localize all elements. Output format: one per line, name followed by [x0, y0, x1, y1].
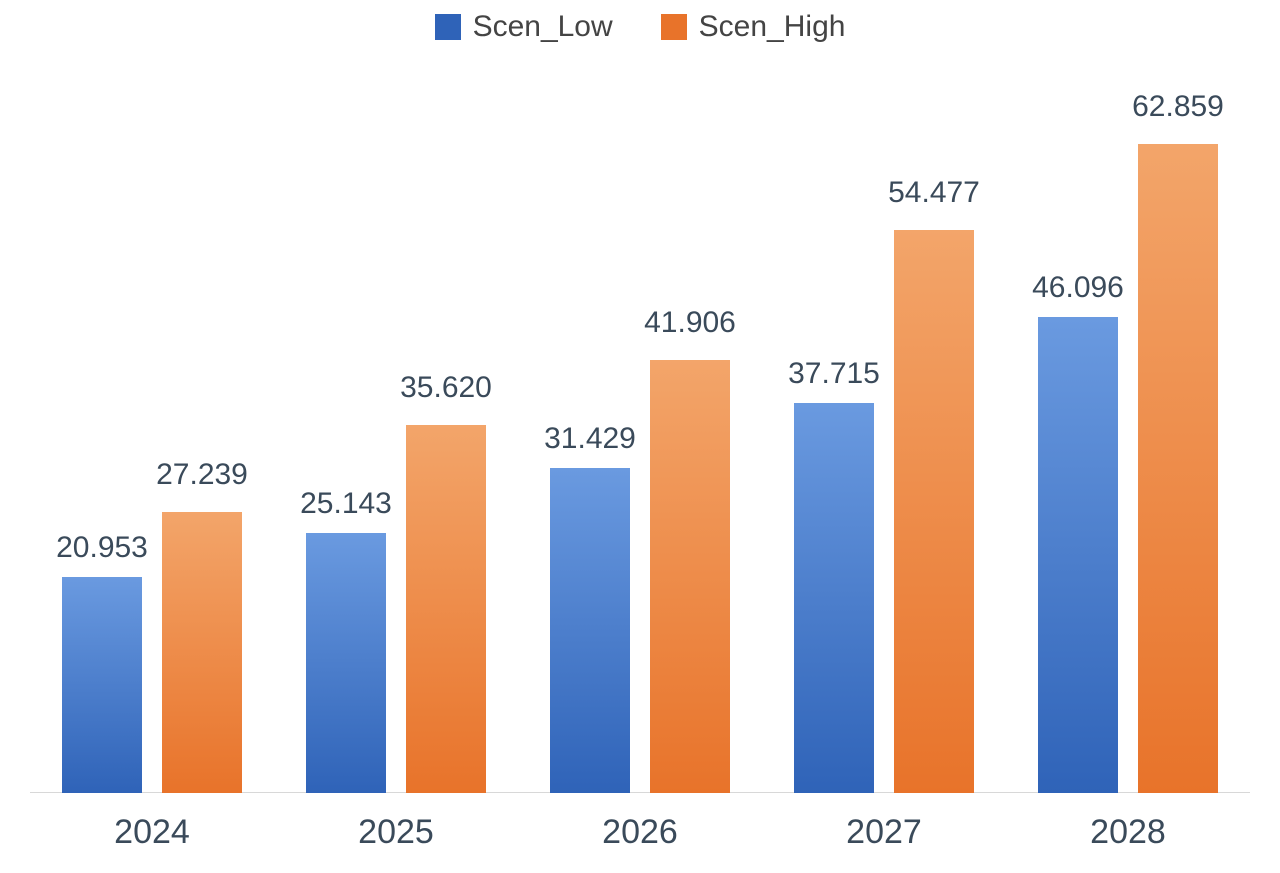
bar-group: 25.14335.620 [306, 70, 486, 793]
data-label-low: 46.096 [998, 271, 1158, 305]
bar-group: 20.95327.239 [62, 70, 242, 793]
data-label-high: 41.906 [610, 306, 770, 340]
data-label-low: 31.429 [510, 422, 670, 456]
data-label-low: 25.143 [266, 487, 426, 521]
bar-low [550, 468, 630, 793]
x-axis-labels: 2024 2025 2026 2027 2028 [30, 803, 1250, 873]
x-axis-category: 2024 [114, 813, 190, 852]
bar-high [406, 425, 486, 793]
data-label-high: 62.859 [1098, 90, 1258, 124]
data-label-high: 35.620 [366, 371, 526, 405]
legend-item-high: Scen_High [661, 10, 846, 44]
legend-swatch-high [661, 14, 687, 40]
bar-high [894, 230, 974, 793]
x-axis-category: 2027 [846, 813, 922, 852]
data-label-high: 27.239 [122, 458, 282, 492]
legend: Scen_Low Scen_High [0, 10, 1280, 44]
bar-group: 46.09662.859 [1038, 70, 1218, 793]
data-label-low: 20.953 [22, 531, 182, 565]
bar-high [162, 512, 242, 793]
legend-label-low: Scen_Low [473, 10, 613, 44]
legend-item-low: Scen_Low [435, 10, 613, 44]
legend-swatch-low [435, 14, 461, 40]
bar-low [1038, 317, 1118, 793]
x-axis-category: 2025 [358, 813, 434, 852]
bar-low [62, 577, 142, 793]
x-axis-category: 2028 [1090, 813, 1166, 852]
bar-high [1138, 144, 1218, 793]
x-axis-category: 2026 [602, 813, 678, 852]
bar-high [650, 360, 730, 793]
bar-low [306, 533, 386, 793]
plot-area: 20.95327.23925.14335.62031.42941.90637.7… [30, 70, 1250, 793]
data-label-low: 37.715 [754, 357, 914, 391]
legend-label-high: Scen_High [699, 10, 846, 44]
bar-low [794, 403, 874, 793]
bar-group: 31.42941.906 [550, 70, 730, 793]
chart-container: Scen_Low Scen_High 20.95327.23925.14335.… [0, 0, 1280, 873]
data-label-high: 54.477 [854, 176, 1014, 210]
bar-group: 37.71554.477 [794, 70, 974, 793]
